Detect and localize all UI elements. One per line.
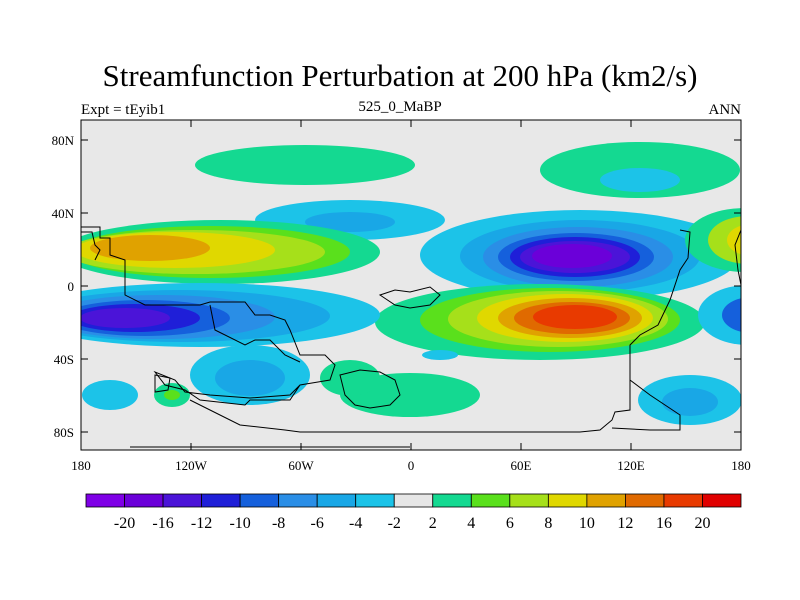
- x-axis-ticks: [190, 120, 632, 450]
- y-tick-label: 80N: [52, 133, 75, 148]
- contour-pos-east-edge: [685, 208, 741, 272]
- colorbar-label: 6: [506, 515, 514, 532]
- contour-sneg-l6: [81, 308, 170, 328]
- contour-south-neg-2: [82, 380, 138, 410]
- contour-pos-east-edge-2: [708, 216, 741, 264]
- colorbar-swatch: [432, 493, 472, 508]
- x-tick-label: 60E: [511, 458, 532, 473]
- coastline-central-south: [339, 369, 401, 409]
- period-label: 525_0_MaBP: [358, 99, 442, 115]
- plot-title: Streamfunction Perturbation at 200 hPa (…: [102, 58, 698, 93]
- coastline-central-block: [378, 286, 441, 309]
- colorbar-label: 12: [617, 515, 633, 532]
- colorbar-swatch: [201, 493, 241, 508]
- colorbar-swatch: [355, 493, 395, 508]
- coastline-south-interior: [209, 304, 301, 363]
- contour-positive-north-atlantic: [195, 145, 415, 185]
- contour-pos-east-edge-3: [727, 225, 741, 255]
- coastline-east-continent: [189, 229, 691, 433]
- contour-spos-l7: [533, 305, 617, 329]
- colorbar-label: 2: [429, 515, 437, 532]
- colorbar-swatch: [124, 493, 164, 508]
- contour-south-pos-2b: [164, 390, 180, 400]
- colorbar-label: -8: [272, 515, 285, 532]
- colorbar-label: -16: [152, 515, 173, 532]
- contour-sneg-east-edge: [698, 285, 741, 345]
- coastline-east-edge: [734, 229, 741, 286]
- contour-south-neg-1b: [215, 360, 285, 396]
- colorbar-swatch: [663, 493, 703, 508]
- colorbar-swatch: [547, 493, 588, 508]
- colorbar-labels: -20 -16 -12 -10 -8 -6 -4 -2 2 4 6 8 10 12 16 20: [114, 515, 711, 532]
- x-tick-label: 0: [408, 458, 415, 473]
- contour-neg-north-pacific-east: [600, 168, 680, 192]
- colorbar-label: -2: [388, 515, 401, 532]
- colorbar-label: 16: [656, 515, 672, 532]
- colorbar-label: 8: [544, 515, 552, 532]
- y-tick-label: 80S: [54, 425, 74, 440]
- coastline-east-south: [611, 379, 681, 431]
- colorbar-label: 10: [579, 515, 595, 532]
- colorbar-swatch: [393, 493, 434, 508]
- colorbar-swatch: [625, 493, 665, 508]
- colorbar-label: -6: [311, 515, 324, 532]
- x-tick-label: 180: [731, 458, 751, 473]
- contour-neg-inner: [305, 212, 395, 232]
- colorbar-swatch: [162, 493, 202, 508]
- colorbar-label: 20: [694, 515, 710, 532]
- colorbar-swatch: [509, 493, 549, 508]
- colorbar-swatch: [470, 493, 511, 508]
- contour-sneg-east-edge-2: [722, 298, 741, 332]
- y-axis-ticks: [81, 139, 741, 433]
- coastline-island-south: [154, 374, 171, 393]
- colorbar-swatch: [586, 493, 626, 508]
- y-tick-label: 40S: [54, 352, 74, 367]
- x-tick-label: 120W: [175, 458, 208, 473]
- season-label: ANN: [708, 102, 742, 118]
- colorbar-swatch: [239, 493, 280, 508]
- x-tick-label: 180: [71, 458, 91, 473]
- contour-small-negative: [422, 350, 458, 360]
- contour-pos-l5: [90, 235, 210, 261]
- contour-neg-l7: [532, 244, 612, 268]
- x-tick-label: 120E: [617, 458, 645, 473]
- colorbar-swatch: [702, 493, 742, 508]
- colorbar-label: -12: [191, 515, 212, 532]
- coastline-layer: [81, 226, 741, 448]
- contour-south-pos-1b: [320, 360, 380, 396]
- colorbar-label: -4: [349, 515, 362, 532]
- x-tick-label: 60W: [288, 458, 314, 473]
- colorbar-label: -20: [114, 515, 135, 532]
- y-tick-label: 40N: [52, 206, 75, 221]
- colorbar-swatch: [85, 493, 125, 508]
- coastline-west-edge: [81, 231, 101, 261]
- colorbar-swatch: [278, 493, 318, 508]
- colorbar-label: 4: [467, 515, 475, 532]
- colorbar-label: -10: [229, 515, 250, 532]
- colorbar-swatch: [316, 493, 357, 508]
- contour-fill-layer: [81, 142, 741, 425]
- y-tick-label: 0: [68, 279, 75, 294]
- experiment-label: Expt = tEyib1: [81, 102, 166, 118]
- contour-south-neg-3b: [662, 388, 718, 416]
- colorbar: [85, 493, 742, 508]
